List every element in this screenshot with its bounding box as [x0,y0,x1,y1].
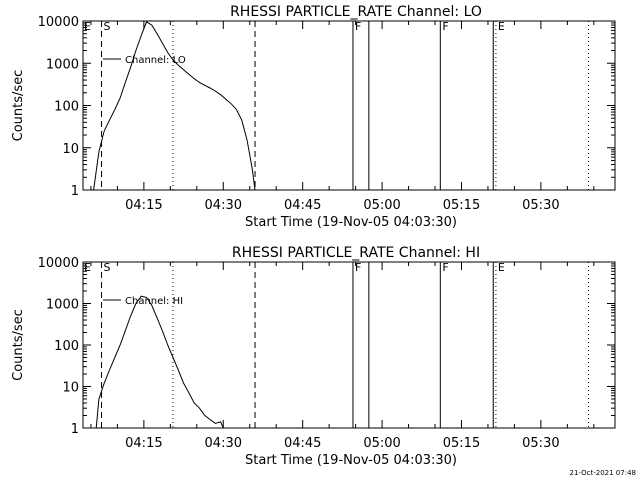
edge-label: E [84,20,91,33]
y-tick-label: 1 [71,184,79,199]
panel-hi: RHESSI PARTICLE_RATE Channel: HI Start Ti… [11,245,616,468]
x-tick-label: 05:30 [522,198,559,213]
legend-label: Channel: HI [125,296,183,307]
x-tick-label: 05:15 [443,198,480,213]
panel-lo: RHESSI PARTICLE_RATE Channel: LO Start Ti… [11,4,616,230]
legend-label: Channel: LO [125,55,186,66]
footer-timestamp: 21-Oct-2021 07:48 [570,469,636,477]
y-axis-label: Counts/sec [11,70,26,142]
x-tick-label: 04:15 [125,436,162,451]
y-axis-label: Counts/sec [11,309,26,381]
marker-label: E [498,20,505,33]
y-tick-label: 10 [62,381,79,396]
y-tick-label: 10000 [38,15,79,30]
y-tick-label: 10000 [38,256,79,271]
series-line [95,295,224,429]
marker-label: E [498,261,505,274]
x-tick-label: 04:30 [205,436,242,451]
chart-title: RHESSI PARTICLE_RATE Channel: LO [230,4,482,20]
y-tick-label: 10 [62,142,79,157]
x-tick-label: 04:45 [284,198,321,213]
edge-label: E [84,261,91,274]
x-tick-label: 04:15 [125,198,162,213]
x-axis-label: Start Time (19-Nov-05 04:03:30) [245,453,457,468]
x-tick-label: 04:30 [205,198,242,213]
x-tick-label: 05:30 [522,436,559,451]
chart-title: RHESSI PARTICLE_RATE Channel: HI [232,245,480,261]
marker-label: F [442,20,448,33]
plot-frame [82,261,616,429]
y-tick-label: 100 [54,339,79,354]
y-tick-label: 1 [71,422,79,437]
y-tick-label: 1000 [46,57,79,72]
x-tick-label: 05:00 [363,436,400,451]
y-tick-label: 1000 [46,298,79,313]
plot-frame [82,20,616,191]
marker-label: S [104,261,111,274]
marker-label: F [355,261,361,274]
series-line [93,21,256,191]
x-tick-label: 05:15 [443,436,480,451]
x-axis-label: Start Time (19-Nov-05 04:03:30) [245,215,457,230]
marker-label: F [442,261,448,274]
marker-label: F [355,20,361,33]
x-tick-label: 05:00 [363,198,400,213]
y-tick-label: 100 [54,100,79,115]
marker-label: S [104,20,111,33]
x-tick-label: 04:45 [284,436,321,451]
